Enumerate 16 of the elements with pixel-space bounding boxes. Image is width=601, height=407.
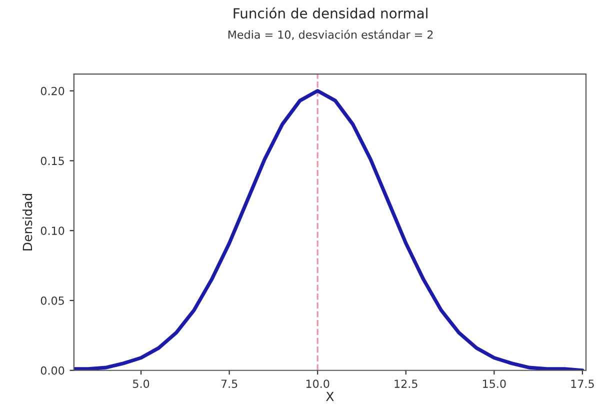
y-tick-label: 0.15 xyxy=(40,156,64,166)
x-axis-title: X xyxy=(326,392,334,402)
y-tick-label: 0.05 xyxy=(40,296,64,305)
x-tick-label: 7.5 xyxy=(221,380,238,388)
chart-subtitle: Media = 10, desviación estándar = 2 xyxy=(228,30,433,40)
line-series xyxy=(74,89,584,370)
y-tick-label: 0.20 xyxy=(40,86,64,96)
x-tick-label: 12.5 xyxy=(394,380,418,388)
chart-title: Función de densidad normal xyxy=(234,7,428,19)
y-tick-label: 0.10 xyxy=(40,226,64,235)
x-tick-label: 15.0 xyxy=(483,380,506,388)
x-tick-label: 5.0 xyxy=(133,380,150,388)
x-tick-label: 10.0 xyxy=(306,380,330,388)
x-tick-label: 17.5 xyxy=(571,380,594,388)
y-tick-label: 0.00 xyxy=(40,366,64,375)
y-axis-title: Densidad xyxy=(22,194,32,250)
